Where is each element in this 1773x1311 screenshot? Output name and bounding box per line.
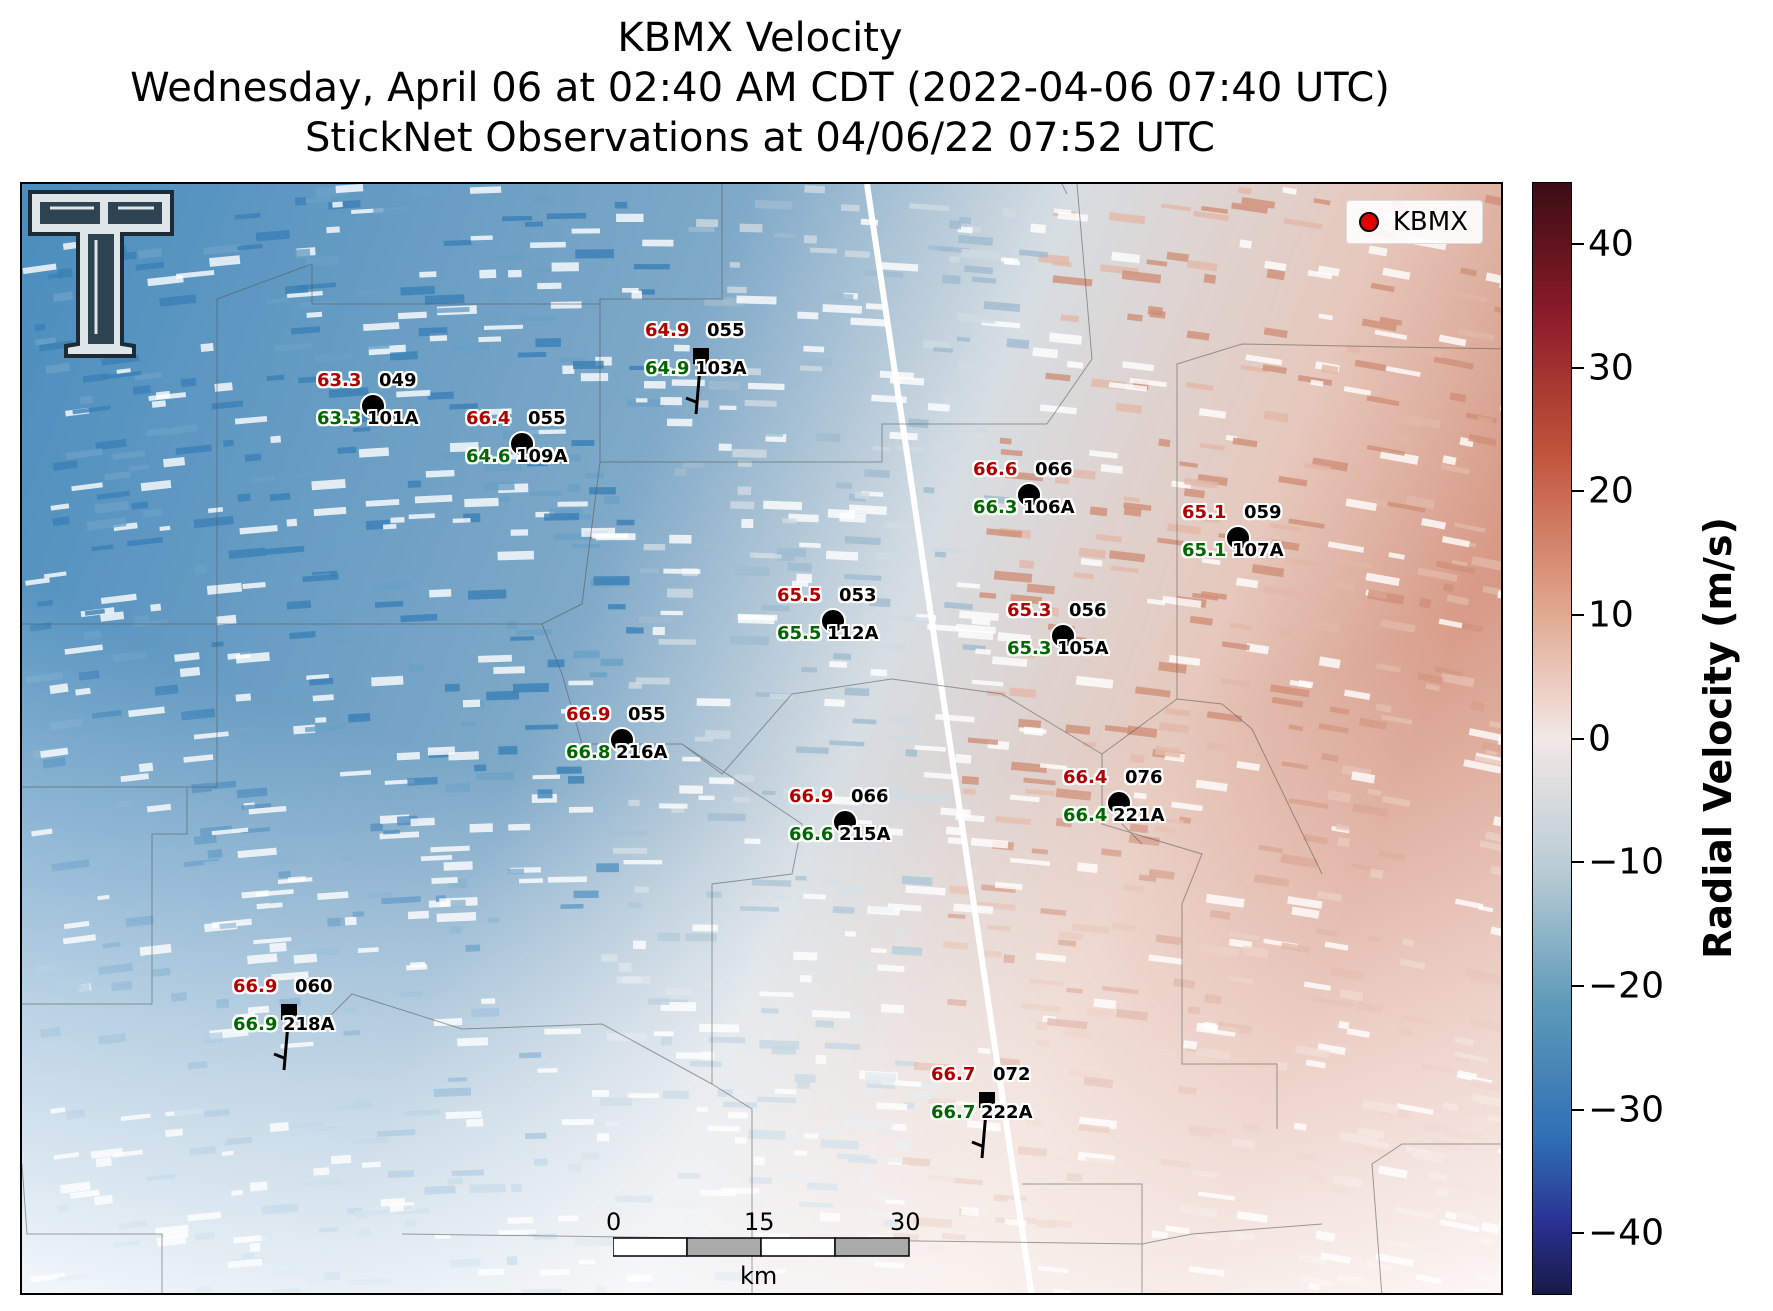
title-line-3: StickNet Observations at 04/06/22 07:52 … xyxy=(305,115,1215,161)
station-id: 109A xyxy=(516,446,568,467)
colorbar-ticks: 40 30 20 10 0 −10 −20 −30 −40 xyxy=(1572,182,1692,1295)
station-temperature: 66.9 xyxy=(233,976,278,997)
station-dewpoint: 64.9 xyxy=(645,358,690,379)
station-id: 222A xyxy=(981,1102,1033,1123)
wind-barb-marker[interactable] xyxy=(269,992,349,1082)
station-temperature: 66.4 xyxy=(1063,767,1108,788)
station-marker[interactable] xyxy=(353,386,433,476)
station-dewpoint: 66.8 xyxy=(566,742,611,763)
station-temperature: 66.9 xyxy=(566,704,611,725)
station-id: 216A xyxy=(616,742,668,763)
colorbar-tick-label: −40 xyxy=(1588,1212,1664,1254)
station-wind-direction: 053 xyxy=(839,585,877,606)
county-borders xyxy=(22,184,1501,1293)
station-marker[interactable] xyxy=(502,424,582,514)
colorbar-tick-label: −10 xyxy=(1588,841,1664,883)
station-marker[interactable] xyxy=(602,720,682,810)
station-id: 105A xyxy=(1057,638,1109,659)
station-wind-direction: 066 xyxy=(1035,459,1073,480)
scale-unit: km xyxy=(740,1262,778,1290)
colorbar-tick-mark xyxy=(1572,366,1584,369)
colorbar-tick-mark xyxy=(1572,1108,1584,1111)
scale-label-30: 30 xyxy=(890,1208,921,1236)
station-marker[interactable] xyxy=(825,802,905,892)
station-id: 107A xyxy=(1232,540,1284,561)
station-dewpoint: 66.4 xyxy=(1063,805,1108,826)
double-t-logo-icon xyxy=(28,190,174,358)
colorbar-tick-label: 0 xyxy=(1588,718,1611,759)
radial-gap-line xyxy=(864,184,1035,1293)
station-temperature: 64.9 xyxy=(645,320,690,341)
station-temperature: 63.3 xyxy=(317,370,362,391)
station-wind-direction: 056 xyxy=(1069,600,1107,621)
scale-bar xyxy=(613,1237,910,1257)
station-marker[interactable] xyxy=(1218,518,1298,608)
station-marker[interactable] xyxy=(1099,783,1179,873)
station-id: 106A xyxy=(1023,497,1075,518)
station-dewpoint: 64.6 xyxy=(466,446,511,467)
colorbar-tick-label: 20 xyxy=(1588,470,1634,512)
station-temperature: 66.9 xyxy=(789,786,834,807)
station-marker[interactable] xyxy=(813,601,893,691)
colorbar-title: Radial Velocity (m/s) xyxy=(1696,517,1740,959)
station-dewpoint: 66.9 xyxy=(233,1014,278,1035)
colorbar-tick-mark xyxy=(1572,242,1584,245)
station-temperature: 66.7 xyxy=(931,1064,976,1085)
colorbar-tick-mark xyxy=(1572,613,1584,616)
station-dewpoint: 66.6 xyxy=(789,824,834,845)
colorbar-tick-mark xyxy=(1572,1232,1584,1235)
scale-label-0: 0 xyxy=(606,1208,622,1236)
radar-velocity-field xyxy=(22,184,1501,1293)
station-dewpoint: 66.3 xyxy=(973,497,1018,518)
station-wind-direction: 055 xyxy=(707,320,745,341)
colorbar-tick-mark xyxy=(1572,984,1584,987)
station-dewpoint: 65.3 xyxy=(1007,638,1052,659)
station-id: 215A xyxy=(839,824,891,845)
scale-label-15: 15 xyxy=(744,1208,775,1236)
wind-barb-marker[interactable] xyxy=(967,1080,1047,1170)
station-dewpoint: 65.1 xyxy=(1182,540,1227,561)
station-id: 101A xyxy=(367,408,419,429)
title-line-2: Wednesday, April 06 at 02:40 AM CDT (202… xyxy=(130,65,1390,111)
wind-barb-marker[interactable] xyxy=(681,336,761,426)
map-legend: KBMX xyxy=(1345,200,1483,244)
colorbar-tick-label: 40 xyxy=(1588,223,1634,265)
station-dewpoint: 66.7 xyxy=(931,1102,976,1123)
station-temperature: 65.3 xyxy=(1007,600,1052,621)
station-id: 112A xyxy=(827,623,879,644)
station-marker[interactable] xyxy=(1009,475,1089,565)
station-wind-direction: 060 xyxy=(295,976,333,997)
station-wind-direction: 049 xyxy=(379,370,417,391)
title-line-1: KBMX Velocity xyxy=(617,15,903,61)
station-wind-direction: 055 xyxy=(528,408,566,429)
radar-site-marker-icon xyxy=(1358,212,1379,232)
station-wind-direction: 066 xyxy=(851,786,889,807)
station-id: 218A xyxy=(283,1014,335,1035)
range-fade-layer xyxy=(22,184,1501,1293)
station-id: 221A xyxy=(1113,805,1165,826)
colorbar-tick-label: 30 xyxy=(1588,347,1634,388)
station-id: 103A xyxy=(695,358,747,379)
radar-map[interactable]: KBMX 63.3 049 63.3 101A 66.4 055 64.6 109A 64.9 0… xyxy=(20,182,1503,1295)
station-temperature: 65.1 xyxy=(1182,502,1227,523)
station-dewpoint: 63.3 xyxy=(317,408,362,429)
station-dewpoint: 65.5 xyxy=(777,623,822,644)
station-wind-direction: 055 xyxy=(628,704,666,725)
colorbar-tick-mark xyxy=(1572,490,1584,493)
station-wind-direction: 072 xyxy=(993,1064,1031,1085)
station-temperature: 66.6 xyxy=(973,459,1018,480)
legend-label: KBMX xyxy=(1392,207,1468,237)
station-marker[interactable] xyxy=(1043,616,1123,706)
colorbar-tick-label: −30 xyxy=(1588,1089,1664,1130)
station-temperature: 65.5 xyxy=(777,585,822,606)
colorbar-tick-label: −20 xyxy=(1588,965,1664,1007)
colorbar-tick-mark xyxy=(1572,737,1584,740)
station-wind-direction: 076 xyxy=(1125,767,1163,788)
colorbar-tick-label: 10 xyxy=(1588,594,1634,636)
colorbar xyxy=(1532,182,1572,1295)
station-temperature: 66.4 xyxy=(466,408,511,429)
station-wind-direction: 059 xyxy=(1244,502,1282,523)
colorbar-tick-mark xyxy=(1572,861,1584,864)
